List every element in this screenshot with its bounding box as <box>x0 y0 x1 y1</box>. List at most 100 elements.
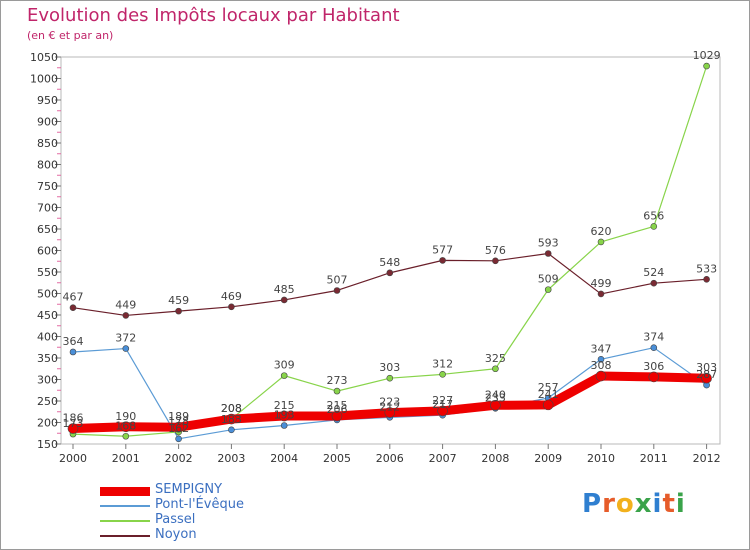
data-label: 485 <box>274 283 295 296</box>
data-label: 364 <box>63 335 84 348</box>
data-label: 325 <box>485 352 506 365</box>
data-label: 347 <box>591 342 612 355</box>
data-point <box>333 287 341 294</box>
data-label: 215 <box>327 399 348 412</box>
y-tick-label: 950 <box>37 94 58 107</box>
data-label: 449 <box>115 298 136 311</box>
data-label: 233 <box>485 391 506 404</box>
data-label: 620 <box>591 225 612 238</box>
data-point <box>122 345 130 352</box>
data-label: 241 <box>538 388 559 401</box>
data-label: 303 <box>696 361 717 374</box>
logo-letter: t <box>662 489 676 519</box>
data-label: 548 <box>379 256 400 269</box>
data-point <box>333 387 341 395</box>
data-point <box>175 307 182 315</box>
data-label: 240 <box>485 388 506 401</box>
data-point <box>492 365 499 373</box>
data-point <box>67 423 79 434</box>
logo-letter: i <box>652 489 663 519</box>
logo-letter: i <box>675 489 686 519</box>
data-point <box>175 435 182 443</box>
data-label: 173 <box>63 417 84 430</box>
logo-letter: o <box>615 489 635 519</box>
data-label: 206 <box>327 403 348 416</box>
legend-label: Passel <box>155 512 196 527</box>
data-point <box>280 372 288 379</box>
data-label: 303 <box>379 361 400 374</box>
y-tick-label: 150 <box>37 438 58 451</box>
legend-label: Pont-l'Évêque <box>155 497 244 512</box>
y-tick-label: 200 <box>37 417 58 430</box>
data-label: 287 <box>696 368 717 381</box>
data-point <box>490 399 501 411</box>
y-tick-label: 1000 <box>30 73 58 86</box>
data-point <box>69 348 77 356</box>
data-point <box>122 312 130 319</box>
y-tick-label: 900 <box>37 116 58 129</box>
y-tick-label: 850 <box>37 137 58 150</box>
legend-label: Noyon <box>155 527 197 542</box>
y-tick-label: 450 <box>37 309 58 322</box>
data-label: 374 <box>643 331 664 344</box>
y-tick-label: 550 <box>37 266 58 279</box>
data-label: 469 <box>221 290 242 303</box>
data-label: 467 <box>63 291 84 304</box>
data-point <box>120 421 132 433</box>
legend-label: SEMPIGNY <box>155 482 223 497</box>
data-label: 507 <box>327 273 348 286</box>
data-label: 372 <box>115 332 136 345</box>
data-point <box>703 62 710 70</box>
y-tick-label: 500 <box>37 288 58 301</box>
data-label: 499 <box>591 277 612 290</box>
x-tick-label: 2003 <box>217 452 245 465</box>
data-point <box>492 257 499 265</box>
data-point <box>439 257 446 264</box>
x-tick-label: 2004 <box>270 452 298 465</box>
data-point <box>122 432 130 440</box>
legend-swatch <box>100 520 150 522</box>
data-point <box>597 238 605 246</box>
y-tick-label: 1050 <box>30 51 58 64</box>
data-label: 309 <box>274 359 295 372</box>
data-point <box>173 421 184 433</box>
data-point <box>226 413 237 425</box>
data-label: 190 <box>115 410 136 423</box>
data-point <box>650 344 658 351</box>
chart-subtitle: (en € et par an) <box>27 29 114 42</box>
data-point <box>228 303 235 311</box>
x-tick-label: 2007 <box>429 452 457 465</box>
y-tick-label: 400 <box>37 331 58 344</box>
x-tick-label: 2001 <box>112 452 140 465</box>
y-tick-label: 250 <box>37 395 58 408</box>
data-label: 193 <box>274 409 295 422</box>
data-point <box>69 304 77 311</box>
x-tick-label: 2005 <box>323 452 351 465</box>
x-tick-label: 2009 <box>534 452 562 465</box>
data-label: 312 <box>432 357 453 370</box>
data-point <box>542 399 554 411</box>
data-point <box>597 355 605 363</box>
data-label: 186 <box>63 412 84 425</box>
data-point <box>386 269 394 277</box>
data-point <box>331 410 343 422</box>
data-label: 223 <box>379 396 400 409</box>
data-label: 308 <box>591 359 612 372</box>
y-tick-label: 750 <box>37 180 58 193</box>
data-label: 212 <box>379 400 400 413</box>
data-label: 593 <box>538 237 559 250</box>
y-tick-label: 800 <box>37 159 58 172</box>
y-tick-label: 700 <box>37 202 58 215</box>
data-label: 656 <box>643 209 664 222</box>
data-point <box>437 405 448 417</box>
data-label: 273 <box>327 374 348 387</box>
data-point <box>595 370 607 382</box>
data-label: 162 <box>168 422 189 435</box>
x-tick-label: 2008 <box>481 452 509 465</box>
data-point <box>280 296 288 304</box>
data-label: 577 <box>432 243 453 256</box>
data-label: 208 <box>221 402 242 415</box>
y-tick-label: 300 <box>37 374 58 387</box>
